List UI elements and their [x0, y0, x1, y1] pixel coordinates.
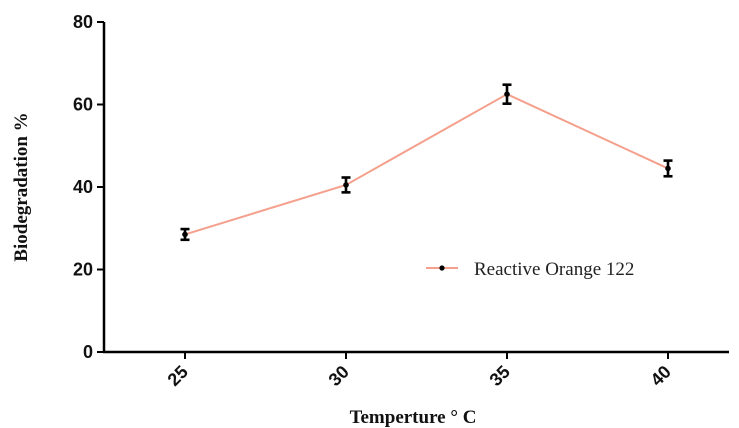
y-tick-label: 40 [73, 177, 93, 197]
x-tick-label: 25 [164, 362, 192, 390]
y-axis-label: Biodegradation % [11, 112, 32, 261]
data-point [665, 165, 671, 172]
x-tick-label: 35 [486, 362, 514, 390]
legend: Reactive Orange 122 [426, 259, 634, 280]
y-tick-label: 0 [83, 342, 93, 362]
x-ticks: 25 30 35 40 [164, 352, 675, 390]
x-tick-label: 40 [647, 362, 675, 390]
axes [102, 22, 729, 354]
data-point [182, 231, 188, 238]
x-tick-label: 30 [325, 362, 353, 390]
y-tick-label: 20 [73, 260, 93, 280]
y-tick-label: 60 [73, 95, 93, 115]
plot-area [180, 83, 673, 242]
legend-marker [439, 265, 445, 271]
series-line [184, 93, 669, 236]
legend-label: Reactive Orange 122 [474, 259, 634, 280]
y-ticks: 0 20 40 60 80 [73, 12, 104, 362]
data-point [343, 182, 349, 188]
x-axis-label: Temperture ° C [350, 407, 477, 428]
y-tick-label: 80 [73, 12, 93, 32]
data-point [504, 91, 510, 97]
